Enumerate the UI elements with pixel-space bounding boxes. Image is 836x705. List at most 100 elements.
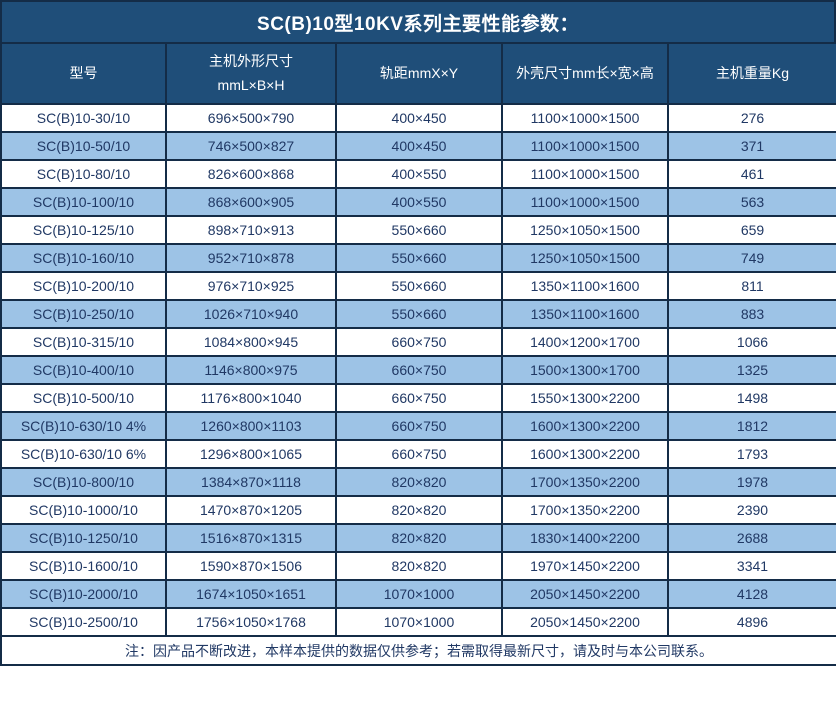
- table-cell: 4128: [667, 579, 836, 609]
- table-cell: 1590×870×1506: [165, 551, 337, 581]
- table-cell: 660×750: [335, 355, 503, 385]
- table-cell: 820×820: [335, 551, 503, 581]
- table-row: SC(B)10-80/10 826×600×868 400×550 1100×1000…: [0, 159, 836, 189]
- table-cell: SC(B)10-400/10: [0, 355, 167, 385]
- column-header-dimensions: 主机外形尺寸 mmL×B×H: [165, 42, 337, 105]
- table-cell: 952×710×878: [165, 243, 337, 273]
- table-cell: 1500×1300×1700: [501, 355, 669, 385]
- table-row: SC(B)10-630/10 4% 1260×800×1103 660×750 160…: [0, 411, 836, 441]
- table-cell: 1325: [667, 355, 836, 385]
- table-cell: 1600×1300×2200: [501, 439, 669, 469]
- table-cell: 659: [667, 215, 836, 245]
- table-cell: 550×660: [335, 299, 503, 329]
- table-cell: SC(B)10-100/10: [0, 187, 167, 217]
- table-cell: 371: [667, 131, 836, 161]
- table-cell: 1498: [667, 383, 836, 413]
- table-cell: 3341: [667, 551, 836, 581]
- table-cell: 820×820: [335, 495, 503, 525]
- table-cell: 660×750: [335, 327, 503, 357]
- table-cell: 1070×1000: [335, 607, 503, 637]
- table-cell: 826×600×868: [165, 159, 337, 189]
- table-cell: 1260×800×1103: [165, 411, 337, 441]
- table-cell: 400×550: [335, 187, 503, 217]
- table-cell: 1470×870×1205: [165, 495, 337, 525]
- table-cell: 1978: [667, 467, 836, 497]
- table-cell: 660×750: [335, 411, 503, 441]
- footer-note: 注：因产品不断改进，本样本提供的数据仅供参考；若需取得最新尺寸，请及时与本公司联…: [0, 635, 836, 666]
- table-cell: 696×500×790: [165, 103, 337, 133]
- table-cell: 1066: [667, 327, 836, 357]
- table-cell: 400×450: [335, 131, 503, 161]
- table-cell: SC(B)10-250/10: [0, 299, 167, 329]
- table-cell: 898×710×913: [165, 215, 337, 245]
- table-cell: 2688: [667, 523, 836, 553]
- table-cell: 1400×1200×1700: [501, 327, 669, 357]
- table-cell: SC(B)10-630/10 4%: [0, 411, 167, 441]
- table-cell: 820×820: [335, 467, 503, 497]
- table-cell: 1146×800×975: [165, 355, 337, 385]
- table-row: SC(B)10-800/10 1384×870×1118 820×820 1700×1…: [0, 467, 836, 497]
- table-row: SC(B)10-30/10 696×500×790 400×450 1100×1000…: [0, 103, 836, 133]
- table-cell: 1756×1050×1768: [165, 607, 337, 637]
- table-cell: 4896: [667, 607, 836, 637]
- table-cell: SC(B)10-80/10: [0, 159, 167, 189]
- table-cell: 1100×1000×1500: [501, 159, 669, 189]
- table-cell: 2390: [667, 495, 836, 525]
- table-row: SC(B)10-500/10 1176×800×1040 660×750 1550×1…: [0, 383, 836, 413]
- table-cell: SC(B)10-160/10: [0, 243, 167, 273]
- table-cell: 746×500×827: [165, 131, 337, 161]
- table-cell: 1970×1450×2200: [501, 551, 669, 581]
- table-cell: 1100×1000×1500: [501, 131, 669, 161]
- table-cell: 1100×1000×1500: [501, 103, 669, 133]
- table-cell: 1550×1300×2200: [501, 383, 669, 413]
- table-cell: 400×450: [335, 103, 503, 133]
- table-cell: 1296×800×1065: [165, 439, 337, 469]
- table-cell: 550×660: [335, 243, 503, 273]
- table-cell: 660×750: [335, 439, 503, 469]
- table-cell: 749: [667, 243, 836, 273]
- table-cell: 1250×1050×1500: [501, 243, 669, 273]
- table-cell: SC(B)10-30/10: [0, 103, 167, 133]
- table-cell: 1830×1400×2200: [501, 523, 669, 553]
- table-cell: SC(B)10-500/10: [0, 383, 167, 413]
- table-cell: 1700×1350×2200: [501, 495, 669, 525]
- table-cell: 1026×710×940: [165, 299, 337, 329]
- table-cell: 868×600×905: [165, 187, 337, 217]
- table-cell: 1674×1050×1651: [165, 579, 337, 609]
- table-cell: SC(B)10-315/10: [0, 327, 167, 357]
- table-row: SC(B)10-50/10 746×500×827 400×450 1100×1000…: [0, 131, 836, 161]
- table-cell: 276: [667, 103, 836, 133]
- table-row: SC(B)10-250/10 1026×710×940 550×660 1350×11…: [0, 299, 836, 329]
- table-cell: SC(B)10-1250/10: [0, 523, 167, 553]
- table-cell: 1812: [667, 411, 836, 441]
- table-row: SC(B)10-2000/10 1674×1050×1651 1070×1000 20…: [0, 579, 836, 609]
- table-cell: 400×550: [335, 159, 503, 189]
- table-cell: 563: [667, 187, 836, 217]
- table-cell: SC(B)10-630/10 6%: [0, 439, 167, 469]
- table-cell: 1100×1000×1500: [501, 187, 669, 217]
- table-row: SC(B)10-100/10 868×600×905 400×550 1100×100…: [0, 187, 836, 217]
- table-row: SC(B)10-125/10 898×710×913 550×660 1250×105…: [0, 215, 836, 245]
- table-row: SC(B)10-1000/10 1470×870×1205 820×820 1700×…: [0, 495, 836, 525]
- table-row: SC(B)10-630/10 6% 1296×800×1065 660×750 160…: [0, 439, 836, 469]
- table-cell: SC(B)10-800/10: [0, 467, 167, 497]
- table-cell: SC(B)10-200/10: [0, 271, 167, 301]
- table-cell: 2050×1450×2200: [501, 607, 669, 637]
- table-cell: 1600×1300×2200: [501, 411, 669, 441]
- table-cell: SC(B)10-125/10: [0, 215, 167, 245]
- table-cell: 2050×1450×2200: [501, 579, 669, 609]
- column-header-shell-size: 外壳尺寸mm长×宽×高: [501, 42, 669, 105]
- table-cell: 820×820: [335, 523, 503, 553]
- column-header-rail-gauge: 轨距mmX×Y: [335, 42, 503, 105]
- table-cell: 811: [667, 271, 836, 301]
- table-cell: 1700×1350×2200: [501, 467, 669, 497]
- table-row: SC(B)10-2500/10 1756×1050×1768 1070×1000 20…: [0, 607, 836, 637]
- table-cell: SC(B)10-1000/10: [0, 495, 167, 525]
- table-header-row: 型号 主机外形尺寸 mmL×B×H 轨距mmX×Y 外壳尺寸mm长×宽×高 主机…: [0, 42, 836, 105]
- column-header-model: 型号: [0, 42, 167, 105]
- table-cell: 550×660: [335, 271, 503, 301]
- table-row: SC(B)10-200/10 976×710×925 550×660 1350×110…: [0, 271, 836, 301]
- table-cell: SC(B)10-50/10: [0, 131, 167, 161]
- spec-table: 型号 主机外形尺寸 mmL×B×H 轨距mmX×Y 外壳尺寸mm长×宽×高 主机…: [0, 42, 836, 666]
